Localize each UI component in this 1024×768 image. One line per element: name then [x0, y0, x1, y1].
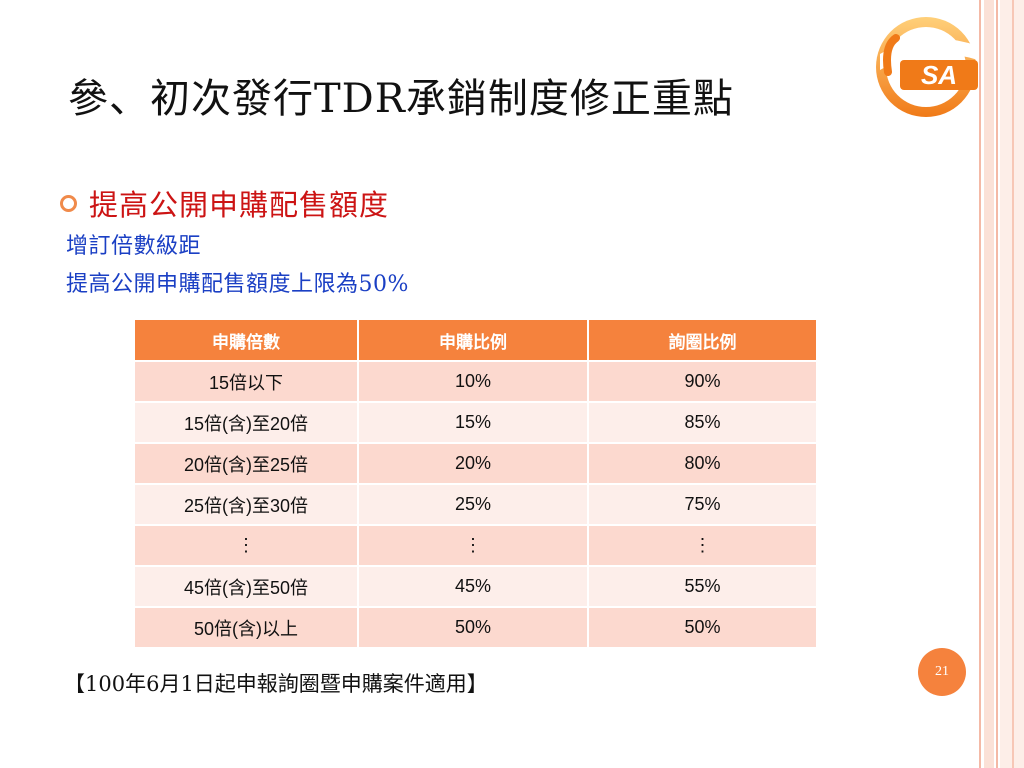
side-stripe: [984, 0, 994, 768]
table-cell: ⋮: [357, 524, 589, 567]
footnote: 【100年6月1日起申報詢圈暨申購案件適用】: [64, 672, 488, 696]
table-cell: 15%: [357, 401, 589, 444]
header-cell: 申購倍數: [133, 318, 359, 362]
table-cell: 45%: [357, 565, 589, 608]
table-row: 15倍(含)至20倍 15% 85%: [133, 401, 818, 444]
table-cell: 25倍(含)至30倍: [133, 483, 359, 526]
sub-line: 增訂倍數級距: [66, 234, 202, 259]
table-row: 50倍(含)以上 50% 50%: [133, 606, 818, 649]
table-cell: 15倍以下: [133, 360, 359, 403]
logo-text: SA: [921, 60, 957, 90]
table-row: 15倍以下 10% 90%: [133, 360, 818, 403]
table-cell: 50%: [357, 606, 589, 649]
table-cell: ⋮: [133, 524, 359, 567]
side-stripe: [996, 0, 998, 768]
table-cell: 50%: [587, 606, 818, 649]
header-cell: 申購比例: [357, 318, 589, 362]
table-header-row: 申購倍數 申購比例 詢圈比例: [133, 318, 818, 362]
table-cell: 55%: [587, 565, 818, 608]
side-stripe: [1012, 0, 1014, 768]
table-cell: 50倍(含)以上: [133, 606, 359, 649]
company-logo: SA: [876, 17, 978, 117]
allocation-table: 申購倍數 申購比例 詢圈比例 15倍以下 10% 90% 15倍(含)至20倍 …: [133, 318, 818, 649]
table-row: 45倍(含)至50倍 45% 55%: [133, 565, 818, 608]
table-cell: 20%: [357, 442, 589, 485]
bullet-heading: 提高公開申購配售額度: [60, 182, 389, 224]
table-row: 20倍(含)至25倍 20% 80%: [133, 442, 818, 485]
header-cell: 詢圈比例: [587, 318, 818, 362]
table-row: 25倍(含)至30倍 25% 75%: [133, 483, 818, 526]
table-cell: 75%: [587, 483, 818, 526]
table-cell: 25%: [357, 483, 589, 526]
sub-line: 提高公開申購配售額度上限為50%: [66, 272, 409, 297]
table-cell: 85%: [587, 401, 818, 444]
table-cell: ⋮: [587, 524, 818, 567]
table-cell: 45倍(含)至50倍: [133, 565, 359, 608]
bullet-text: 提高公開申購配售額度: [89, 188, 390, 222]
table-cell: 80%: [587, 442, 818, 485]
table-cell: 10%: [357, 360, 589, 403]
table-cell: 20倍(含)至25倍: [133, 442, 359, 485]
page-title: 參、初次發行TDR承銷制度修正重點: [68, 76, 734, 122]
table-row: ⋮ ⋮ ⋮: [133, 524, 818, 567]
side-stripe: [979, 0, 981, 768]
page-number-badge: 21: [918, 648, 966, 696]
table-cell: 90%: [587, 360, 818, 403]
bullet-ring-icon: [60, 194, 77, 212]
table-cell: 15倍(含)至20倍: [133, 401, 359, 444]
